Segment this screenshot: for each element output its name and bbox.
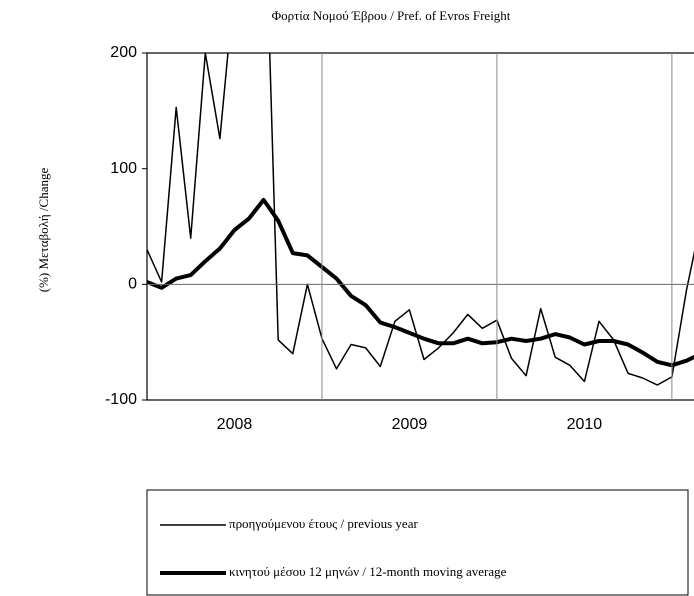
series-line [147, 197, 694, 368]
y-tick-label: -100 [105, 391, 137, 408]
legend-box [146, 489, 689, 596]
series-line [147, 53, 694, 386]
y-tick-label: 0 [128, 276, 137, 293]
plot-frame [146, 52, 694, 401]
legend-label: προηγούμενου έτους / previous year [229, 516, 418, 531]
x-tick-label: 2009 [392, 416, 428, 433]
x-tick-label: 2008 [217, 416, 253, 433]
y-tick-label: 100 [110, 160, 137, 177]
plot-area [147, 53, 694, 386]
chart-title: Φορτία Νομού Έβρου / Pref. of Evros Frei… [272, 8, 511, 23]
x-tick-label: 2010 [567, 416, 603, 433]
y-tick-label: 200 [110, 44, 137, 61]
legend-label: κινητού μέσου 12 μηνών / 12-month moving… [229, 564, 507, 579]
y-axis-label: (%) Μεταβολή /Change [36, 168, 51, 293]
